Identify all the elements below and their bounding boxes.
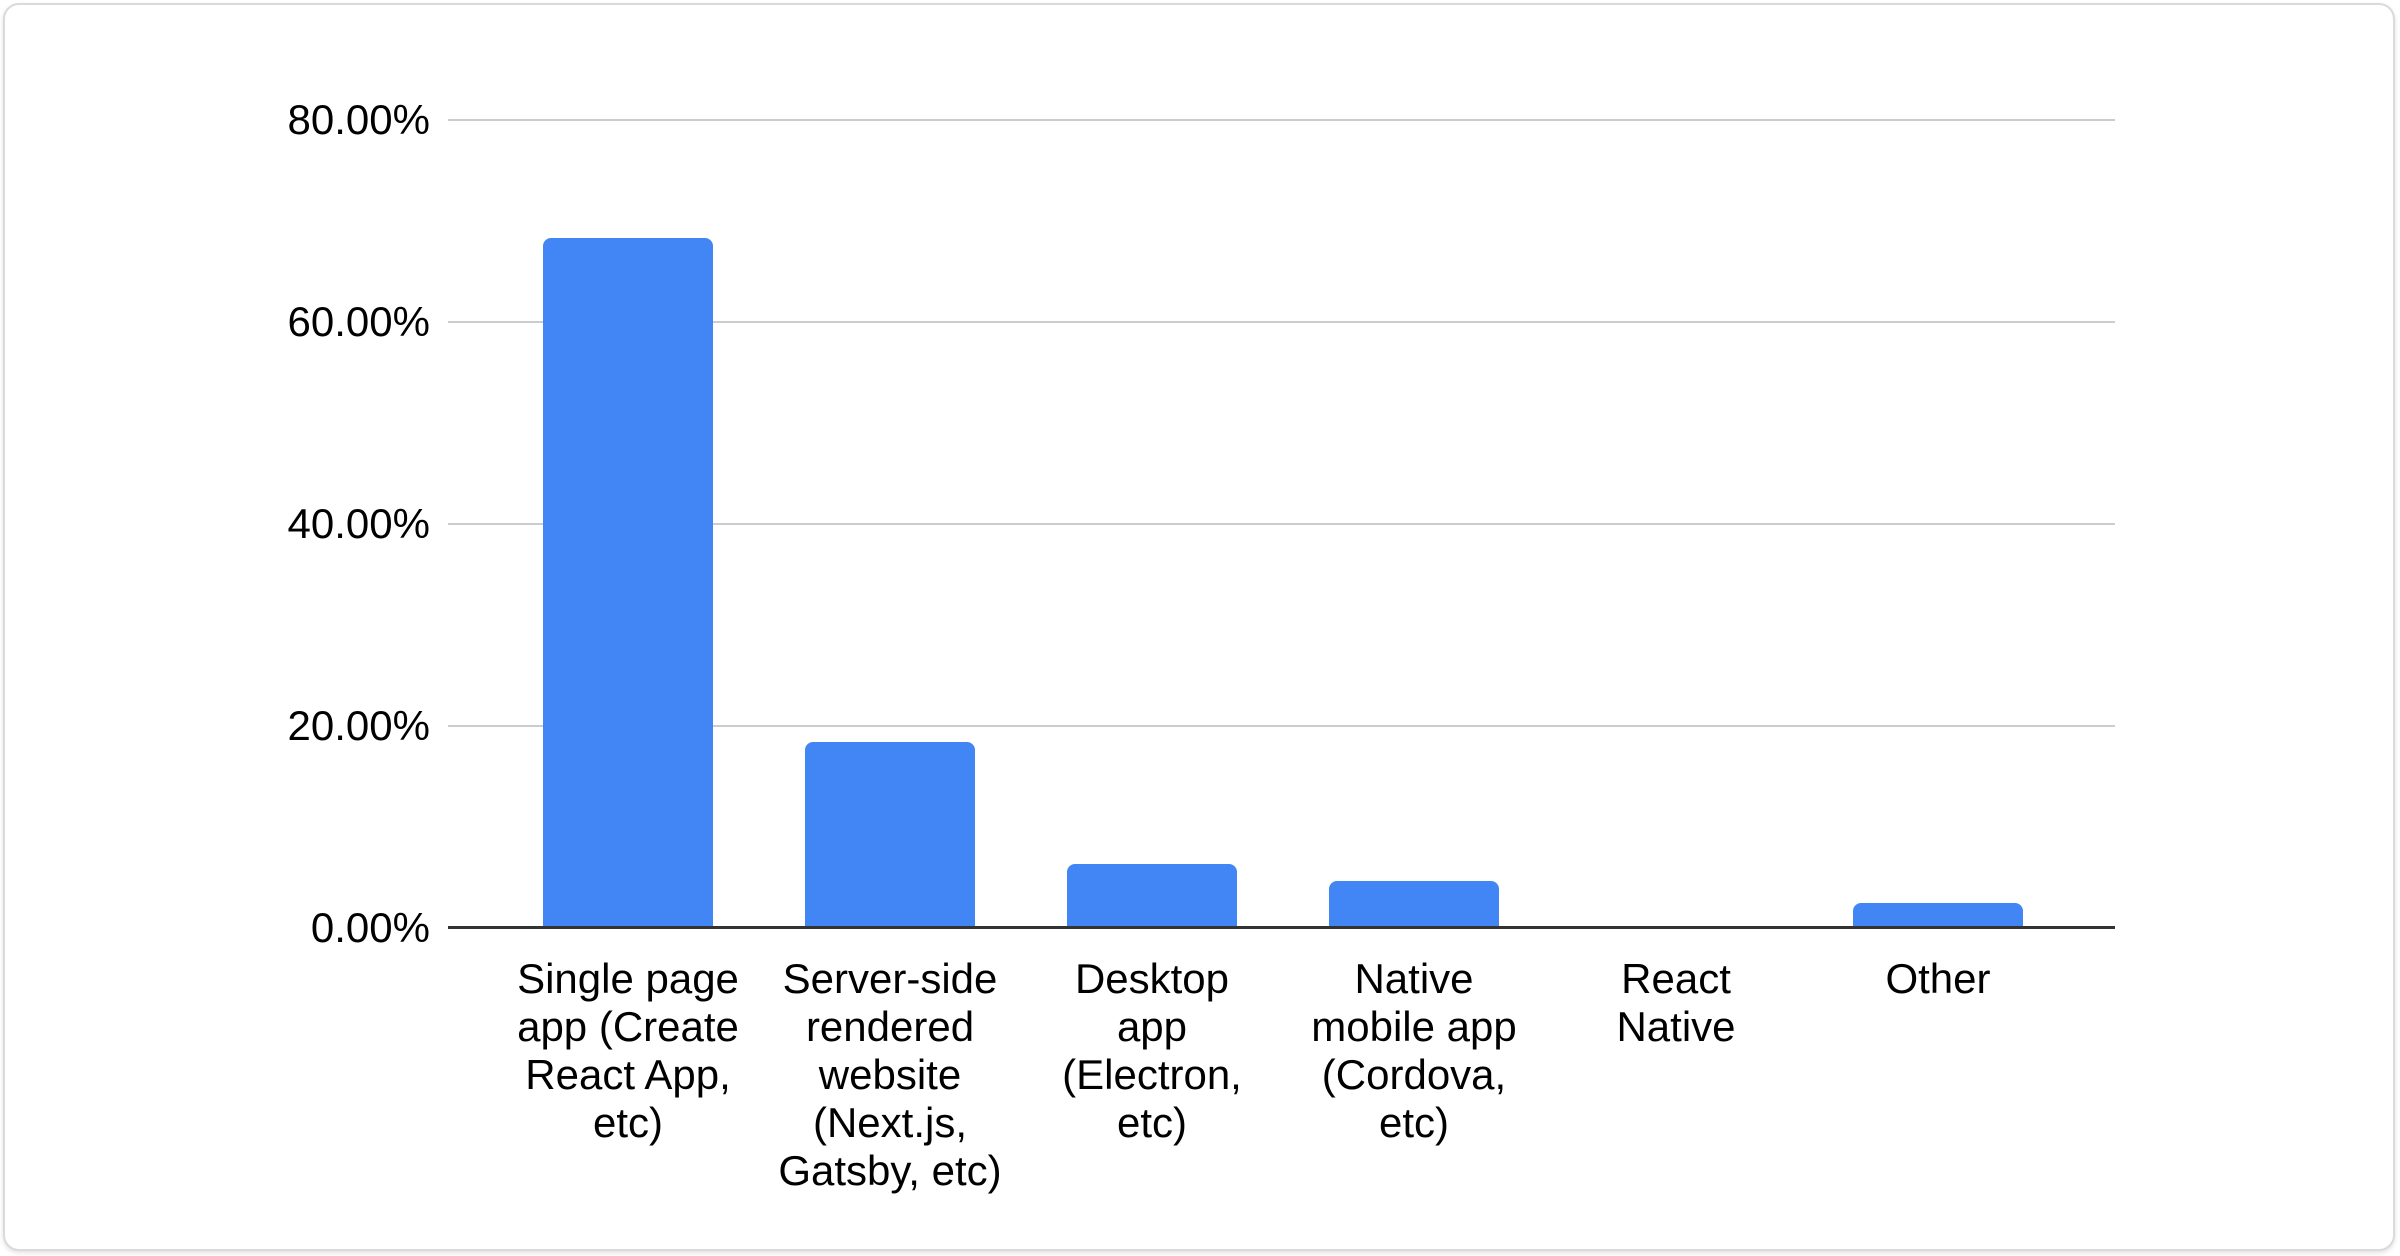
gridline-80 (448, 119, 2115, 121)
bar-server-side-rendered-website-next-js-gatsby-etc[interactable] (805, 742, 975, 928)
category-label-react-native: React Native (1616, 955, 1736, 1050)
gridline-40 (448, 523, 2115, 525)
bar-chart: 80.00% 60.00% 40.00% 20.00% 0.00% Single pag… (5, 5, 2393, 1249)
x-axis-line (448, 926, 2115, 929)
chart-card: 80.00% 60.00% 40.00% 20.00% 0.00% Single pag… (3, 3, 2395, 1251)
bar-single-page-app-create-react-app-etc[interactable] (543, 238, 713, 928)
category-label-native-mobile-app-cordova-etc: Native mobile app (Cordova, etc) (1311, 955, 1517, 1146)
y-axis-tick-label-20: 20.00% (287, 702, 430, 749)
category-label-other: Other (1885, 955, 1991, 1002)
y-axis-tick-label-80: 80.00% (287, 96, 430, 143)
category-label-single-page-app-create-react-app-etc: Single page app (Create React App, etc) (517, 955, 739, 1146)
bar-other[interactable] (1853, 903, 2023, 928)
category-label-desktop-app-electron-etc: Desktop app (Electron, etc) (1062, 955, 1242, 1146)
gridline-60 (448, 321, 2115, 323)
y-axis-tick-label-0: 0.00% (310, 904, 430, 951)
bar-native-mobile-app-cordova-etc[interactable] (1329, 881, 1499, 928)
category-label-server-side-rendered-website-next-js-gatsby-etc: Server-side rendered website (Next.js, G… (778, 955, 1002, 1194)
y-axis-tick-label-40: 40.00% (287, 500, 430, 547)
gridline-20 (448, 725, 2115, 727)
y-axis-tick-label-60: 60.00% (287, 298, 430, 345)
bar-desktop-app-electron-etc[interactable] (1067, 864, 1237, 928)
